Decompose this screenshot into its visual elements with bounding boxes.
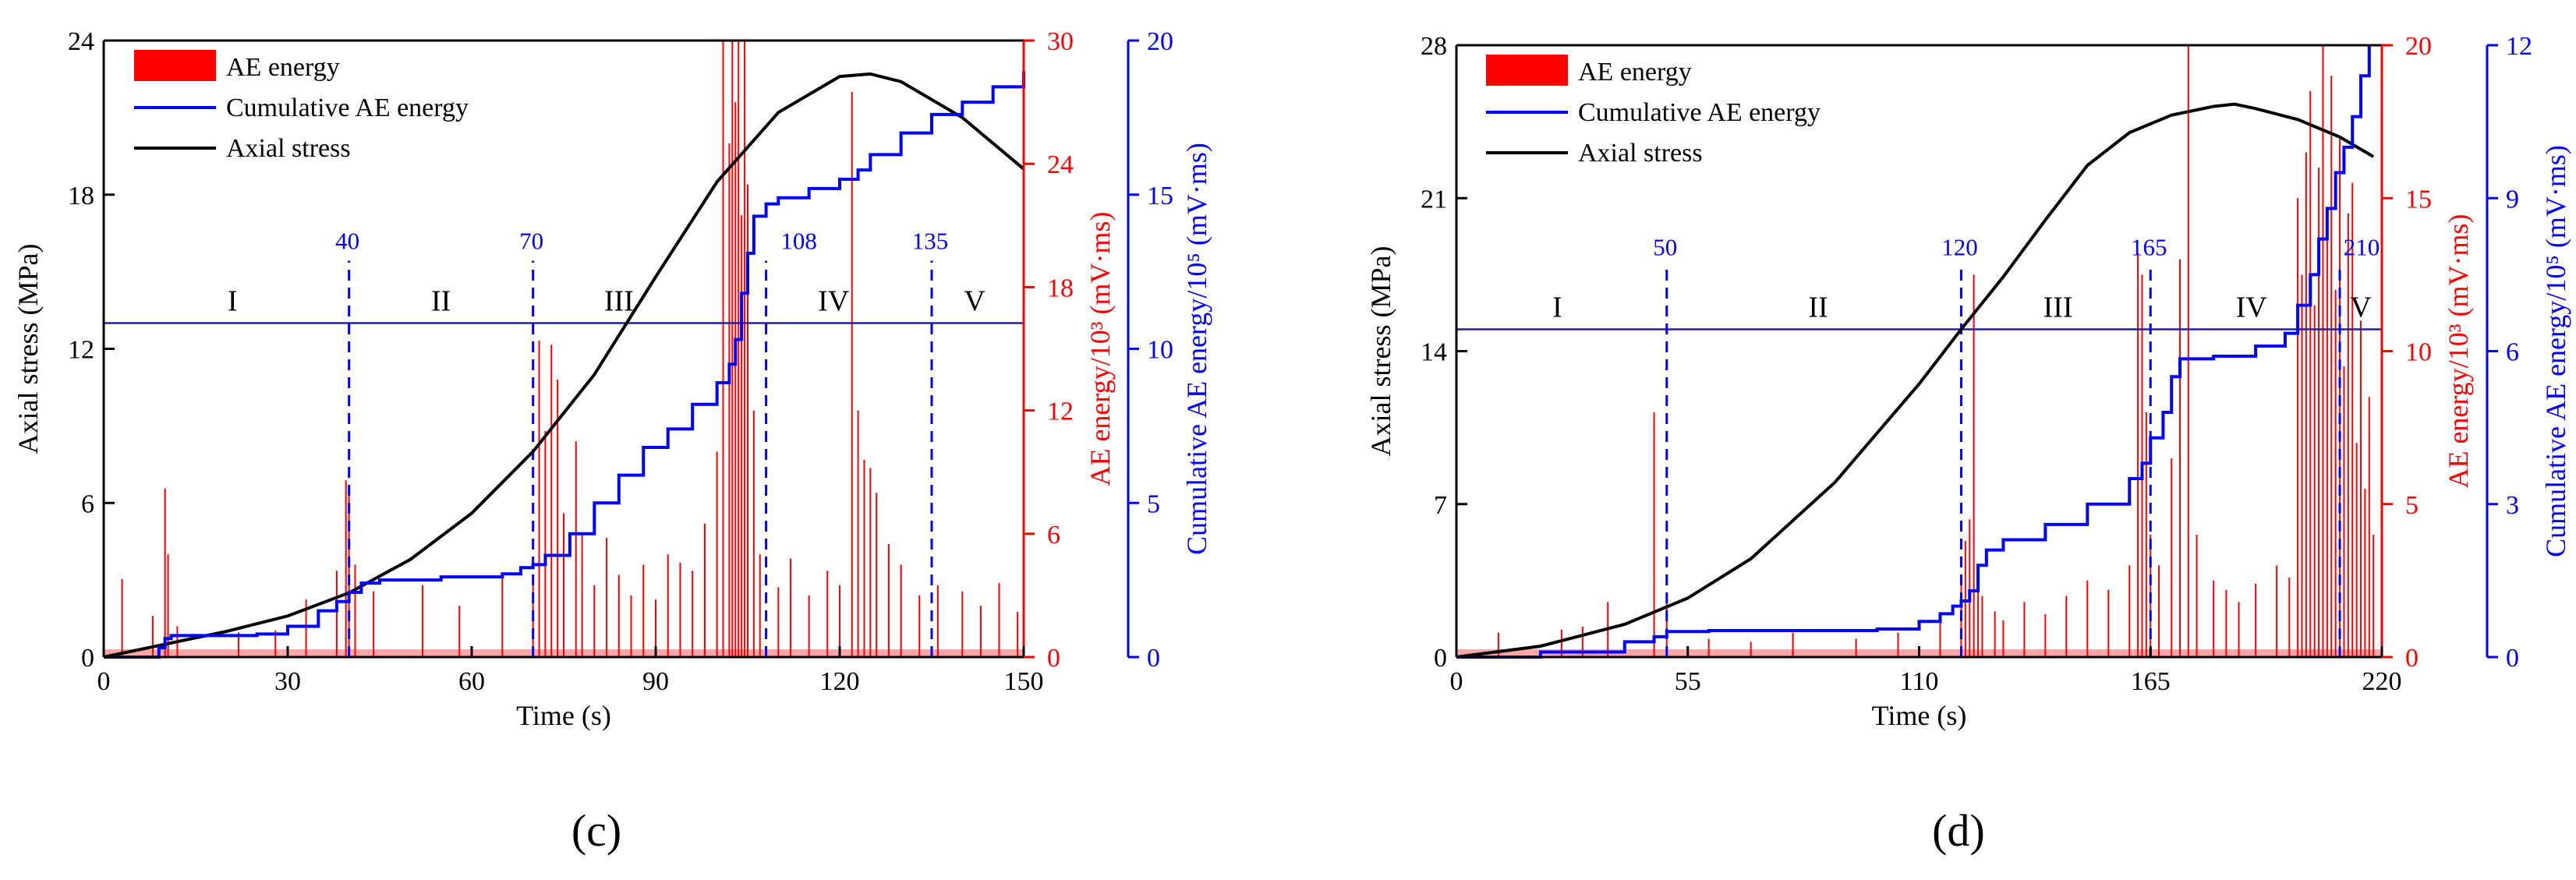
- panel-label: (c): [571, 805, 621, 856]
- stage-marker-label: 108: [780, 228, 817, 255]
- right1-tick-label: 20: [2405, 32, 2432, 61]
- x-tick-label: 30: [274, 667, 301, 696]
- right2-tick-label: 0: [1147, 644, 1160, 673]
- right2-axis-title: Cumulative AE energy/10⁵ (mV·ms): [1181, 143, 1212, 555]
- left-tick-label: 7: [1434, 491, 1447, 520]
- left-tick-label: 6: [81, 489, 94, 518]
- panel-label: (d): [1932, 805, 1985, 856]
- right1-tick-label: 12: [1047, 398, 1074, 426]
- right1-tick-label: 0: [1047, 644, 1060, 673]
- right2-tick-label: 12: [2506, 32, 2532, 61]
- x-tick-label: 60: [458, 667, 485, 696]
- left-tick-label: 0: [1434, 644, 1447, 673]
- stage-label: V: [964, 285, 985, 318]
- legend-label: Axial stress: [226, 134, 351, 163]
- right1-tick-label: 5: [2405, 491, 2419, 520]
- left-tick-label: 21: [1421, 185, 1447, 214]
- right1-tick-label: 6: [1047, 521, 1060, 550]
- cumulative-ae-energy-line: [1456, 45, 2371, 659]
- stage-label: III: [604, 285, 634, 318]
- x-tick-label: 150: [1004, 667, 1044, 696]
- right2-tick-label: 10: [1147, 336, 1173, 365]
- stage-label: V: [2350, 291, 2372, 323]
- right1-axis-title: AE energy/10³ (mV·ms): [2443, 214, 2474, 488]
- right2-axis-title: Cumulative AE energy/10⁵ (mV·ms): [2540, 145, 2571, 557]
- right2-tick-label: 5: [1147, 489, 1160, 518]
- x-tick-label: 220: [2362, 667, 2402, 696]
- legend-swatch-ae-energy: [134, 50, 216, 81]
- right1-tick-label: 18: [1047, 274, 1074, 302]
- legend-label: Axial stress: [1578, 139, 1703, 168]
- x-tick-label: 55: [1675, 667, 1701, 696]
- stage-marker-label: 40: [335, 228, 359, 255]
- right1-axis-title: AE energy/10³ (mV·ms): [1085, 211, 1116, 486]
- x-tick-label: 165: [2131, 667, 2171, 696]
- right2-tick-label: 9: [2506, 185, 2519, 214]
- stage-label: II: [1808, 291, 1828, 323]
- right1-tick-label: 0: [2405, 644, 2419, 673]
- stage-label: I: [1552, 291, 1562, 323]
- stage-marker-label: 70: [519, 228, 543, 255]
- stage-marker-label: 50: [1653, 233, 1677, 260]
- right2-tick-label: 0: [2506, 644, 2519, 673]
- cumulative-ae-energy-line: [104, 71, 1025, 659]
- x-axis-title: Time (s): [1872, 700, 1967, 731]
- left-axis-title: Axial stress (MPa): [12, 244, 44, 454]
- right2-tick-label: 15: [1147, 182, 1173, 210]
- x-tick-label: 90: [642, 667, 669, 696]
- right2-tick-label: 3: [2506, 491, 2519, 520]
- right2-tick-label: 6: [2506, 338, 2519, 367]
- left-tick-label: 0: [81, 644, 94, 673]
- axial-stress-line: [103, 72, 1025, 659]
- right1-tick-label: 15: [2405, 185, 2432, 214]
- right1-tick-label: 10: [2405, 338, 2432, 367]
- x-axis-title: Time (s): [516, 700, 611, 731]
- stage-label: II: [431, 285, 451, 318]
- stage-label: I: [228, 285, 238, 318]
- x-tick-label: 120: [820, 667, 860, 696]
- legend-swatch-ae-energy: [1486, 55, 1568, 86]
- left-tick-label: 24: [68, 27, 94, 56]
- right2-tick-label: 20: [1147, 27, 1173, 56]
- stage-marker-label: 165: [2131, 233, 2167, 260]
- left-tick-label: 14: [1421, 338, 1447, 367]
- x-tick-label: 110: [1900, 667, 1939, 696]
- legend-label: Cumulative AE energy: [226, 94, 469, 122]
- legend: AE energy Cumulative AE energy Axial stres…: [1486, 55, 1821, 168]
- left-axis-title: Axial stress (MPa): [1365, 246, 1396, 457]
- ae-energy-noise-band: [104, 649, 1024, 657]
- stage-label: IV: [818, 285, 850, 318]
- legend-label: AE energy: [226, 53, 340, 82]
- stage-label: IV: [2236, 291, 2268, 323]
- right1-tick-label: 24: [1047, 150, 1074, 179]
- legend-label: Cumulative AE energy: [1578, 98, 1821, 127]
- stage-marker-label: 210: [2344, 233, 2380, 260]
- axial-stress-line: [1456, 102, 2375, 659]
- left-tick-label: 18: [68, 182, 94, 210]
- legend-label: AE energy: [1578, 58, 1692, 87]
- right1-tick-label: 30: [1047, 27, 1074, 56]
- stage-marker-label: 135: [912, 228, 949, 255]
- legend: AE energy Cumulative AE energy Axial stres…: [134, 50, 469, 163]
- stage-marker-label: 120: [1941, 233, 1978, 260]
- left-tick-label: 12: [68, 336, 94, 365]
- x-tick-label: 0: [1450, 667, 1463, 696]
- left-tick-label: 28: [1421, 32, 1447, 61]
- x-tick-label: 0: [97, 667, 111, 696]
- stage-label: III: [2043, 291, 2073, 323]
